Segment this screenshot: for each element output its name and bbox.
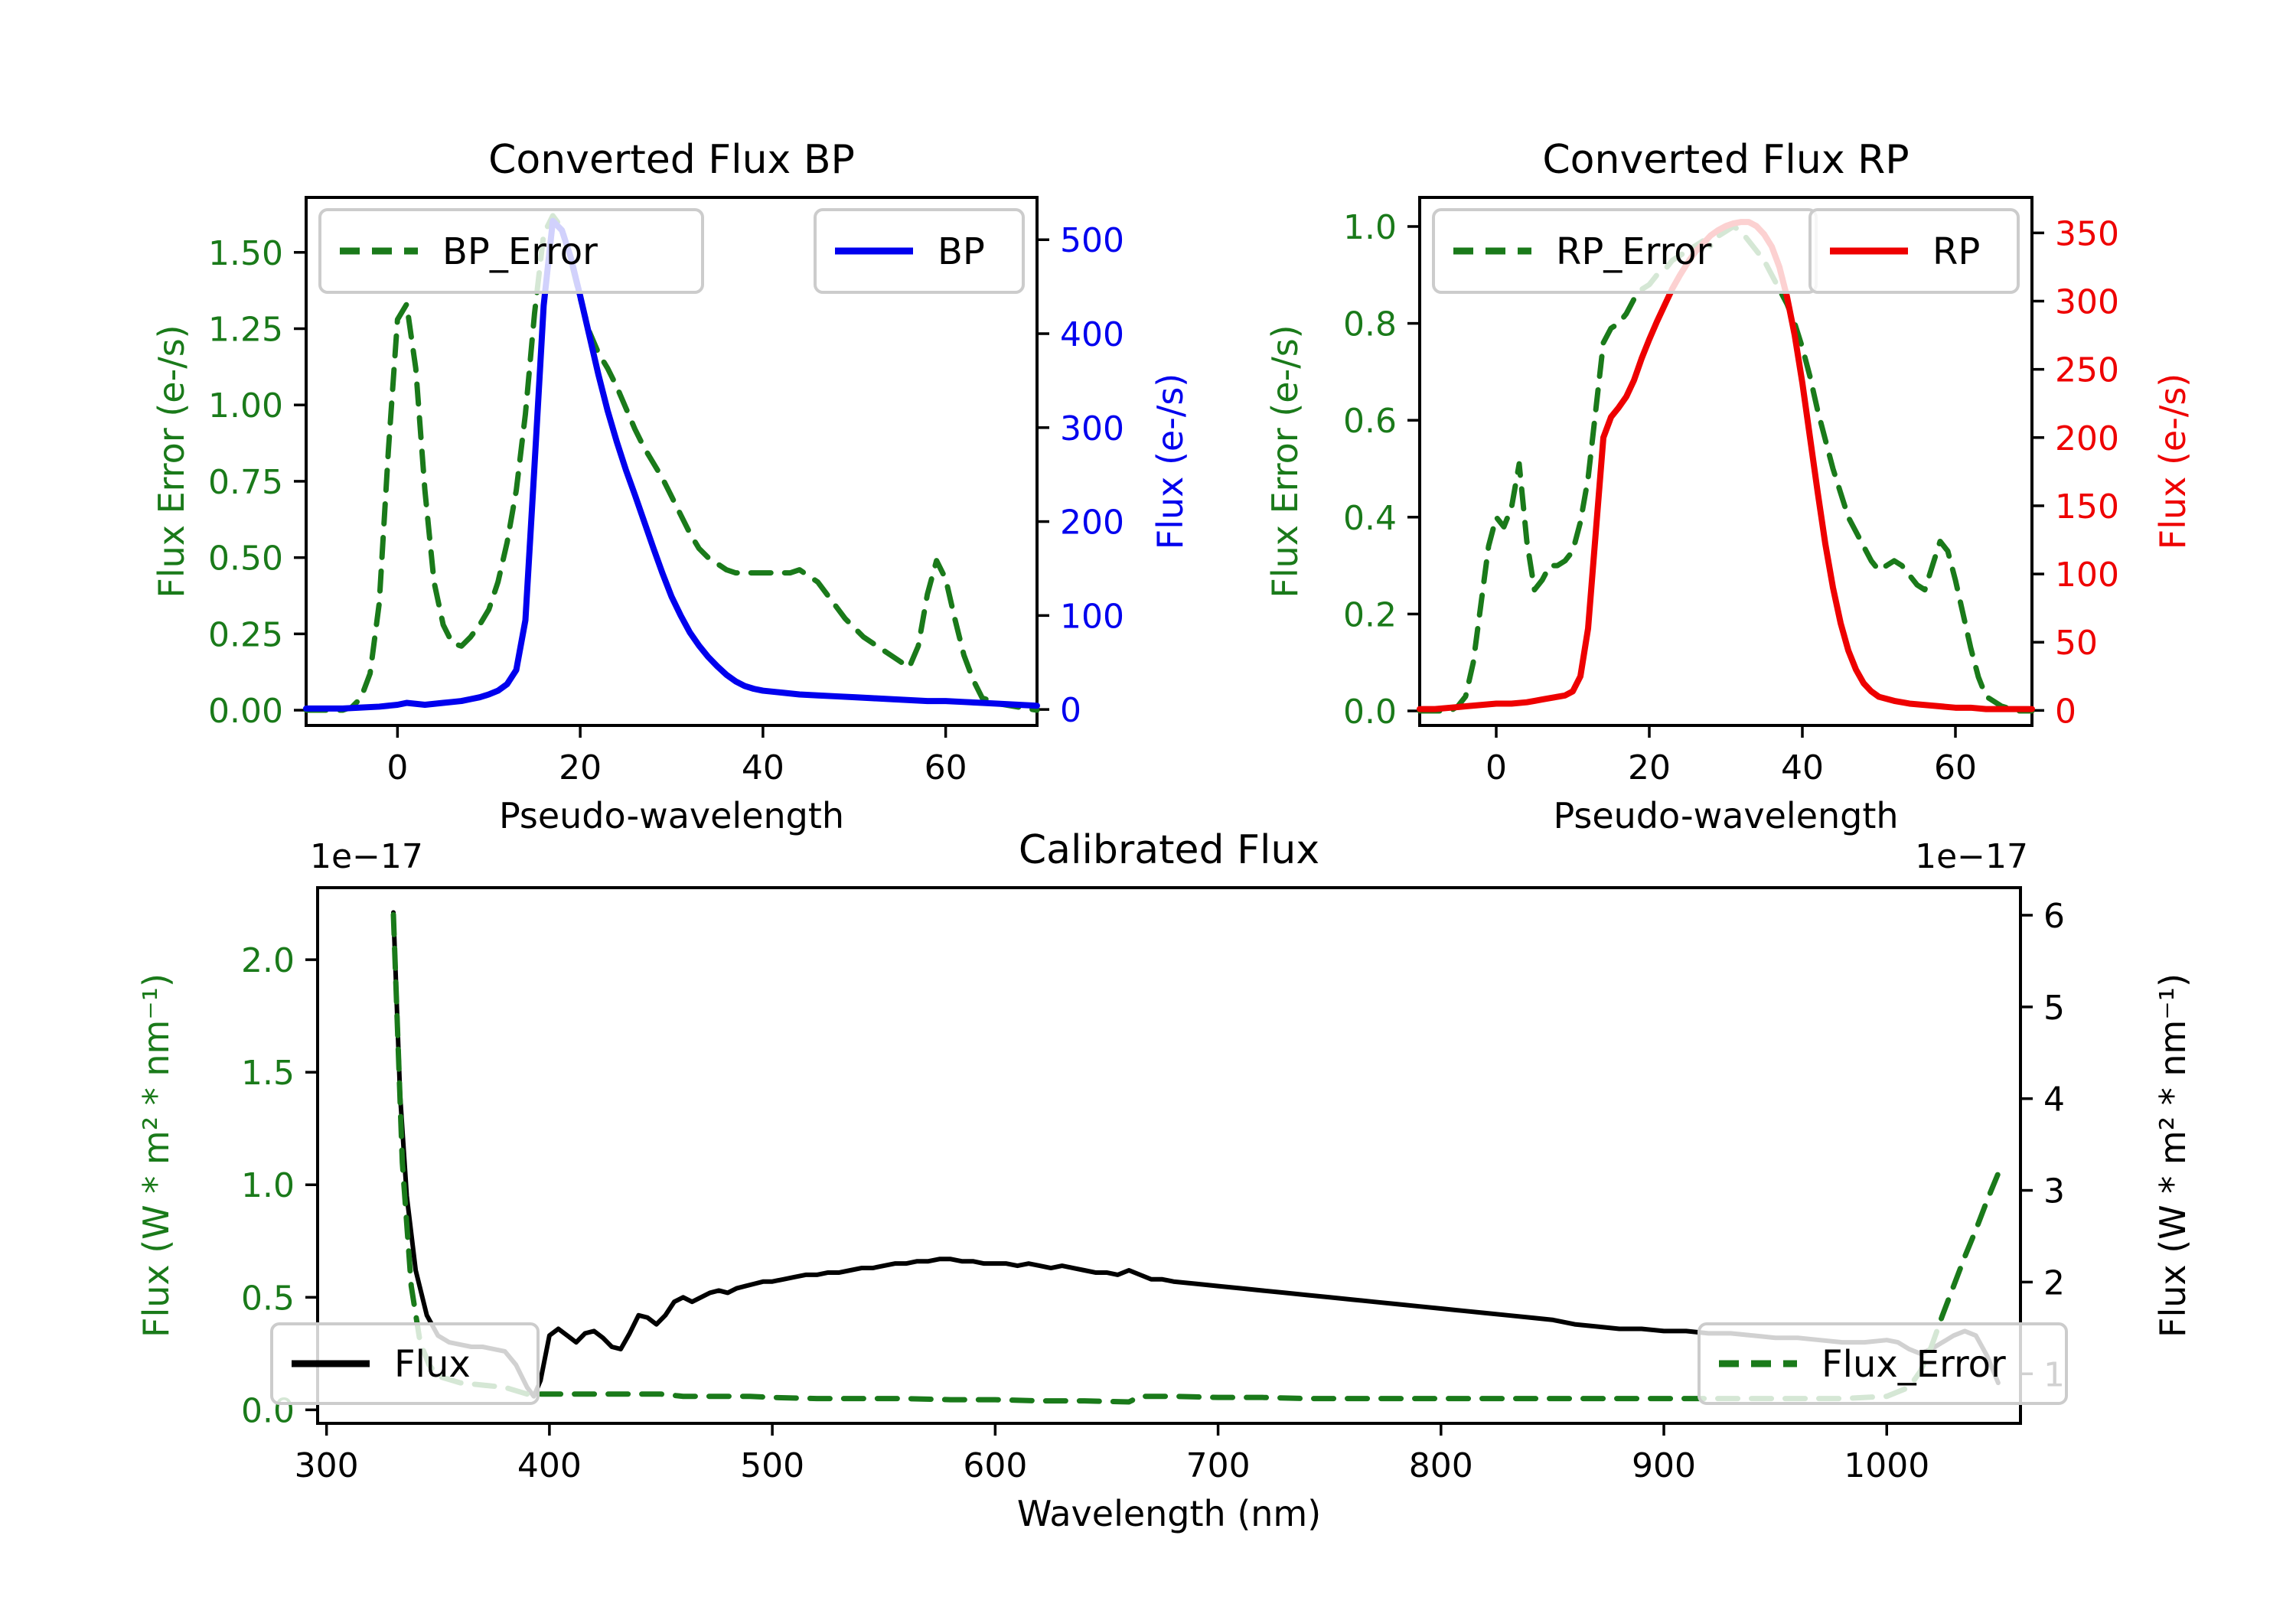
- y-tick-label-left-rp: 0.0: [1343, 693, 1397, 732]
- axes-spines-bp: [305, 196, 1039, 727]
- y-axis-label-left-bp: Flux Error (e-/s): [151, 324, 192, 598]
- y-tick-label-right-bp: 200: [1060, 504, 1124, 543]
- legend-bp-box: [814, 208, 1025, 294]
- axes-spines-rp: [1418, 196, 2033, 727]
- y-tick-label-right-rp: 200: [2055, 419, 2119, 458]
- x-tick-label-rp: 20: [1628, 748, 1671, 787]
- legend-rp-error-label: RP_Error: [1556, 230, 1712, 273]
- x-tick-label-calibrated: 900: [1632, 1446, 1696, 1485]
- x-tick-label-rp: 0: [1486, 748, 1507, 787]
- y-tick-label-left-rp: 0.4: [1343, 499, 1397, 538]
- y-tick-label-left-bp: 1.50: [208, 234, 283, 273]
- y-axis-label-right-bp: Flux (e-/s): [1150, 373, 1191, 550]
- x-tick-label-calibrated: 700: [1186, 1446, 1251, 1485]
- y-tick-label-right-calibrated: 2: [2043, 1263, 2065, 1302]
- y-axis-offset-right-calibrated: 1e−17: [1915, 837, 2028, 876]
- series-rp-rp_error: [1417, 223, 2035, 714]
- legend-rp-error[interactable]: RP_Error: [1432, 208, 1818, 294]
- legend-rp-label: RP: [1932, 230, 1980, 273]
- y-axis-label-right-rp: Flux (e-/s): [2152, 373, 2193, 550]
- chart-title-bp: Converted Flux BP: [488, 137, 855, 183]
- y-tick-label-left-bp: 0.75: [208, 463, 283, 502]
- series-bp-bp: [303, 217, 1040, 712]
- x-axis-label-bp: Pseudo-wavelength: [499, 795, 844, 836]
- y-tick-label-left-rp: 0.8: [1343, 305, 1397, 344]
- y-tick-label-right-bp: 300: [1060, 409, 1124, 448]
- y-tick-label-right-bp: 500: [1060, 221, 1124, 260]
- x-tick-label-rp: 60: [1934, 748, 1977, 787]
- y-axis-offset-left-calibrated: 1e−17: [310, 837, 423, 876]
- x-tick-label-calibrated: 300: [295, 1446, 359, 1485]
- panel-bp: Converted Flux BP 0 20 40 60 Pseudo-wavelengt…: [151, 137, 1191, 836]
- y-tick-label-left-calibrated: 1.0: [241, 1166, 295, 1205]
- chart-title-calibrated: Calibrated Flux: [1019, 827, 1319, 873]
- y-tick-label-left-rp: 0.6: [1343, 402, 1397, 441]
- series-calibrated-flux: [391, 910, 2001, 1399]
- legend-flux-box: [270, 1322, 540, 1405]
- y-tick-label-left-bp: 0.50: [208, 539, 283, 579]
- legend-flux-error-box: [1698, 1322, 2068, 1405]
- y-tick-label-right-rp: 150: [2055, 487, 2119, 526]
- y-tick-label-right-rp: 350: [2055, 214, 2119, 253]
- x-tick-label-calibrated: 800: [1409, 1446, 1473, 1485]
- y-tick-label-right-calibrated: 6: [2043, 897, 2065, 936]
- x-tick-label-bp: 0: [386, 748, 408, 787]
- x-tick-label-bp: 20: [559, 748, 602, 787]
- x-tick-label-rp: 40: [1781, 748, 1824, 787]
- y-tick-label-left-rp: 0.2: [1343, 595, 1397, 634]
- x-tick-label-bp: 40: [742, 748, 784, 787]
- legend-rp[interactable]: RP: [1808, 208, 2020, 294]
- y-tick-label-left-calibrated: 1.5: [241, 1054, 295, 1093]
- legend-bp-error[interactable]: BP_Error: [318, 208, 704, 294]
- legend-bp-error-label: BP_Error: [442, 230, 598, 273]
- y-tick-label-right-rp: 300: [2055, 283, 2119, 322]
- x-tick-label-bp: 60: [925, 748, 967, 787]
- y-tick-label-right-rp: 100: [2055, 556, 2119, 595]
- y-tick-label-right-bp: 100: [1060, 597, 1124, 636]
- y-tick-label-left-bp: 0.25: [208, 615, 283, 654]
- legend-bp[interactable]: BP: [814, 208, 1025, 294]
- series-rp-rp: [1417, 219, 2035, 712]
- y-tick-label-left-calibrated: 0.5: [241, 1279, 295, 1318]
- y-tick-label-left-calibrated: 2.0: [241, 941, 295, 980]
- y-tick-label-right-rp: 250: [2055, 351, 2119, 390]
- legend-flux-error[interactable]: Flux_Error: [1698, 1322, 2068, 1405]
- series-bp-bp_error: [303, 213, 1040, 713]
- y-tick-label-right-bp: 400: [1060, 315, 1124, 354]
- legend-flux[interactable]: Flux: [270, 1322, 540, 1405]
- x-axis-label-calibrated: Wavelength (nm): [1017, 1493, 1321, 1534]
- y-tick-label-left-bp: 1.00: [208, 386, 283, 425]
- y-tick-label-right-rp: 50: [2055, 624, 2098, 663]
- x-axis-label-rp: Pseudo-wavelength: [1553, 795, 1898, 836]
- legend-flux-error-label: Flux_Error: [1821, 1343, 2006, 1386]
- legend-bp-error-box: [318, 208, 704, 294]
- legend-flux-label: Flux: [394, 1343, 471, 1386]
- y-tick-label-right-calibrated: 5: [2043, 989, 2065, 1028]
- y-tick-label-left-rp: 1.0: [1343, 208, 1397, 247]
- y-axis-label-left-calibrated: Flux (W * m² * nm⁻¹): [135, 973, 177, 1338]
- panel-calibrated: Calibrated Flux 300 400 500 600 700 800 900 1000…: [135, 827, 2193, 1534]
- y-axis-label-left-rp: Flux Error (e-/s): [1264, 324, 1306, 598]
- y-tick-label-left-bp: 0.00: [208, 692, 283, 731]
- x-tick-label-calibrated: 1000: [1844, 1446, 1929, 1485]
- y-axis-label-right-calibrated: Flux (W * m² * nm⁻¹): [2152, 973, 2193, 1338]
- x-tick-label-calibrated: 600: [963, 1446, 1027, 1485]
- panel-rp: Converted Flux RP 0 20 40 60 Pseudo-wavelengt…: [1264, 137, 2193, 836]
- y-tick-label-left-bp: 1.25: [208, 311, 283, 350]
- y-tick-label-right-calibrated: 4: [2043, 1081, 2065, 1120]
- legend-rp-box: [1808, 208, 2020, 294]
- legend-bp-label: BP: [938, 230, 985, 273]
- y-tick-label-right-bp: 0: [1060, 691, 1081, 730]
- x-tick-label-calibrated: 500: [740, 1446, 804, 1485]
- y-tick-label-right-calibrated: 3: [2043, 1172, 2065, 1211]
- chart-title-rp: Converted Flux RP: [1542, 137, 1909, 183]
- x-tick-label-calibrated: 400: [517, 1446, 582, 1485]
- y-tick-label-right-rp: 0: [2055, 692, 2076, 731]
- axes-spines-calibrated: [316, 886, 2022, 1425]
